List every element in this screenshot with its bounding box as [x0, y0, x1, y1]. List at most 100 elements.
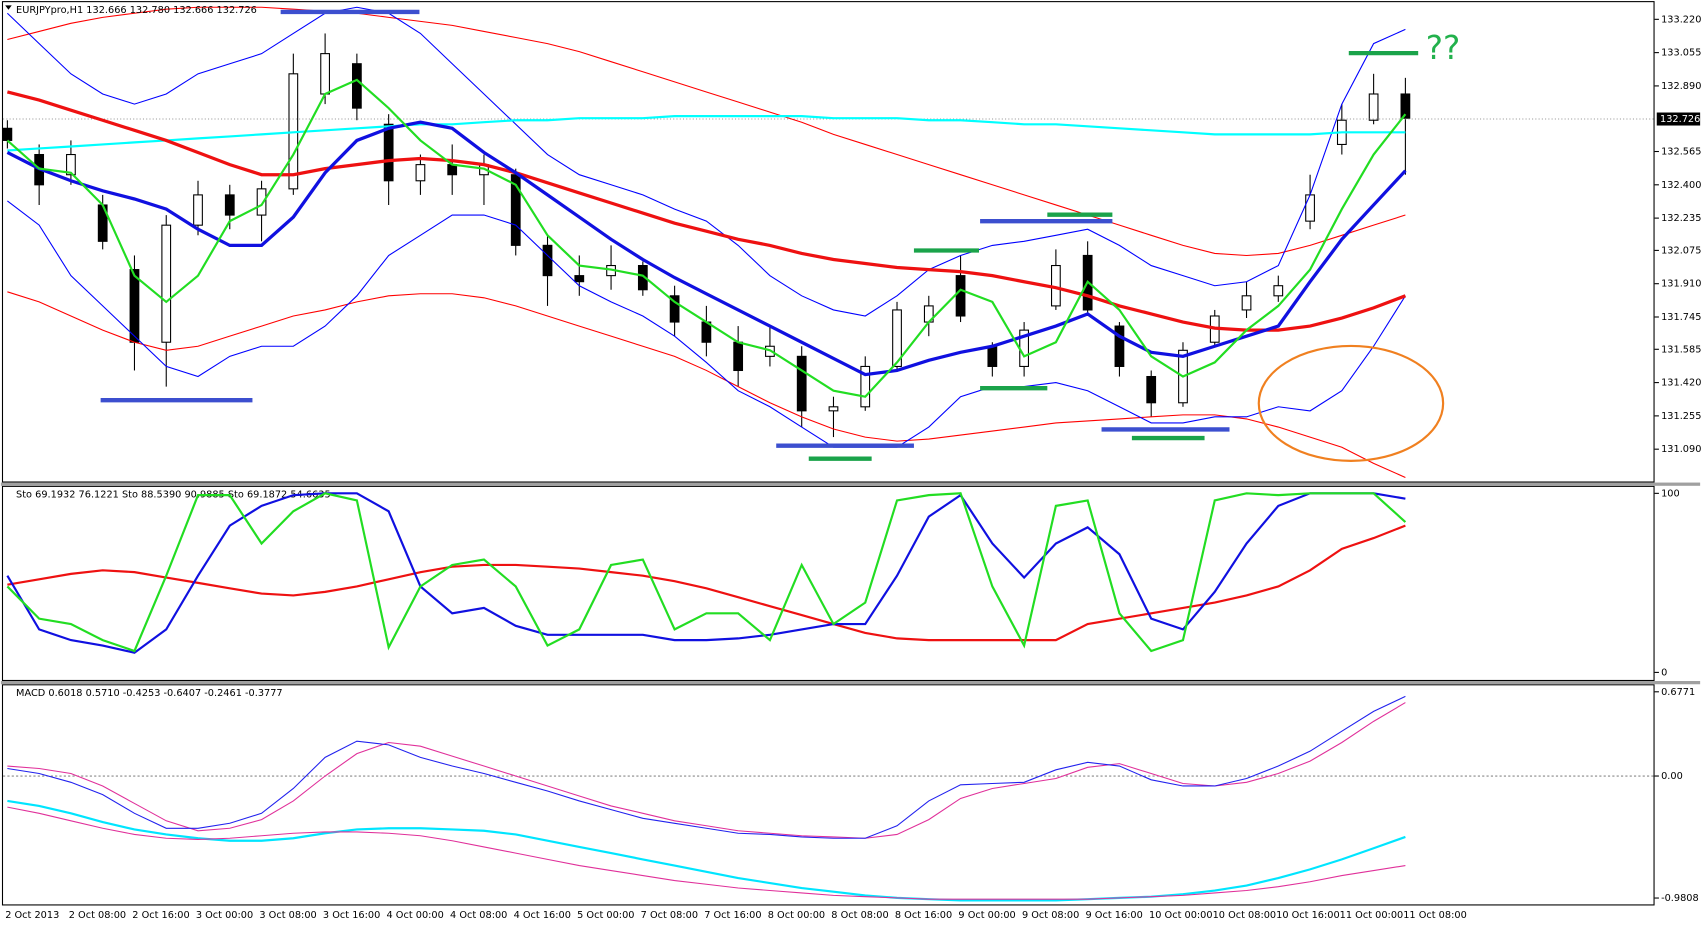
highlight-ellipse: [1257, 344, 1445, 462]
x-tick-label: 2 Oct 2013: [5, 910, 59, 921]
candle-body: [733, 341, 744, 372]
x-tick-label: 4 Oct 08:00: [450, 910, 507, 921]
series-line: [6, 6, 1406, 317]
x-tick-label: 3 Oct 00:00: [196, 910, 253, 921]
x-tick-label: 8 Oct 16:00: [895, 910, 952, 921]
candle-body: [828, 406, 839, 412]
candle-body: [574, 275, 585, 283]
x-tick-label: 2 Oct 16:00: [132, 910, 189, 921]
x-tick-label: 3 Oct 08:00: [259, 910, 316, 921]
x-tick-label: 10 Oct 16:00: [1276, 910, 1340, 921]
y-tick-label: 131.745: [1661, 312, 1701, 323]
series-line: [7, 695, 1406, 839]
series-line: [6, 120, 1407, 377]
x-tick-label: 10 Oct 08:00: [1213, 910, 1277, 921]
candle-body: [1305, 194, 1315, 222]
x-tick-label: 3 Oct 16:00: [323, 910, 380, 921]
candle-body: [892, 309, 902, 367]
x-tick-label: 8 Oct 08:00: [831, 910, 888, 921]
y-tick-label: 132.235: [1661, 213, 1701, 224]
candle-body: [415, 164, 426, 182]
candle-body: [796, 355, 807, 412]
menu-icon: [5, 5, 12, 10]
candle-body: [193, 194, 203, 226]
panel-title: MACD 0.6018 0.5710 -0.4253 -0.6407 -0.24…: [16, 688, 283, 699]
y-tick-label: 133.220: [1661, 14, 1701, 25]
y-tick-label: 131.090: [1661, 444, 1701, 455]
y-tick-label: 0.6771: [1661, 687, 1695, 698]
x-tick-label: 7 Oct 08:00: [641, 910, 698, 921]
x-tick-label: 5 Oct 00:00: [577, 910, 634, 921]
candle-body: [1400, 93, 1411, 119]
candle-body: [351, 63, 362, 109]
candle-body: [129, 269, 140, 343]
series-line: [7, 291, 1406, 478]
y-tick-label: 131.255: [1661, 411, 1701, 422]
annotation: ??: [1426, 29, 1461, 67]
series-line: [6, 78, 1407, 398]
y-tick-label: 132.890: [1661, 81, 1701, 92]
series-line: [7, 6, 1406, 257]
series-line: [7, 200, 1406, 448]
x-tick-label: 11 Oct 00:00: [1340, 910, 1404, 921]
series-line: [7, 799, 1406, 902]
panel-title: Sto 69.1932 76.1221 Sto 88.5390 90.9885 …: [16, 489, 331, 500]
candle-body: [987, 345, 998, 367]
x-tick-label: 9 Oct 16:00: [1085, 910, 1142, 921]
series-line: [7, 524, 1406, 642]
last-price-label: 132.726: [1660, 114, 1700, 125]
x-tick-label: 10 Oct 00:00: [1149, 910, 1213, 921]
x-tick-label: 8 Oct 00:00: [768, 910, 825, 921]
y-tick-label: 132.400: [1661, 180, 1701, 191]
y-tick-label: 100: [1661, 488, 1680, 499]
main-panel-frame: [1, 1, 1655, 483]
x-tick-label: 7 Oct 16:00: [704, 910, 761, 921]
series-line: [6, 492, 1407, 653]
y-tick-label: 131.420: [1661, 378, 1701, 389]
y-tick-label: -0.9808: [1661, 893, 1699, 904]
y-tick-label: 133.055: [1661, 48, 1701, 59]
candle-body: [320, 53, 330, 95]
candle-body: [669, 295, 680, 323]
drawn-levels: [100, 9, 1419, 461]
series-line: [7, 806, 1406, 900]
x-tick-label: 2 Oct 08:00: [69, 910, 126, 921]
series-line: [7, 115, 1406, 152]
candle-body: [2, 127, 13, 141]
candle-body: [955, 275, 966, 317]
candle-body: [256, 188, 267, 216]
y-tick-label: 0: [1661, 667, 1667, 678]
candle-body: [224, 194, 235, 216]
candle-body: [542, 244, 553, 277]
series-line: [6, 90, 1406, 332]
x-tick-label: 4 Oct 16:00: [514, 910, 571, 921]
last-price-box: [1656, 112, 1701, 126]
candle-body: [637, 264, 648, 291]
y-tick-label: 132.565: [1661, 147, 1701, 158]
stoch-panel-frame: [1, 485, 1655, 682]
x-tick-label: 9 Oct 00:00: [958, 910, 1015, 921]
panel-separator: [0, 681, 1701, 685]
candle-body: [66, 153, 76, 176]
candle-body: [1368, 93, 1379, 121]
candle-body: [1241, 295, 1252, 311]
series-line: [6, 492, 1406, 654]
series-line: [7, 702, 1406, 839]
x-tick-label: 4 Oct 00:00: [386, 910, 443, 921]
candle-body: [860, 365, 871, 408]
panel-title: EURJPYpro,H1 132.666 132.780 132.666 132…: [16, 5, 257, 16]
candle-body: [1146, 375, 1157, 404]
candle-body: [1273, 285, 1284, 297]
macd-panel-frame: [1, 684, 1655, 906]
candle-body: [383, 123, 394, 182]
y-tick-label: 0.00: [1661, 771, 1683, 782]
panel-separator: [0, 482, 1701, 486]
x-tick-label: 9 Oct 08:00: [1022, 910, 1079, 921]
y-tick-label: 132.075: [1661, 245, 1701, 256]
candle-body: [1114, 325, 1125, 367]
candle-body: [161, 224, 172, 343]
y-tick-label: 131.585: [1661, 344, 1701, 355]
candle-body: [447, 164, 458, 176]
